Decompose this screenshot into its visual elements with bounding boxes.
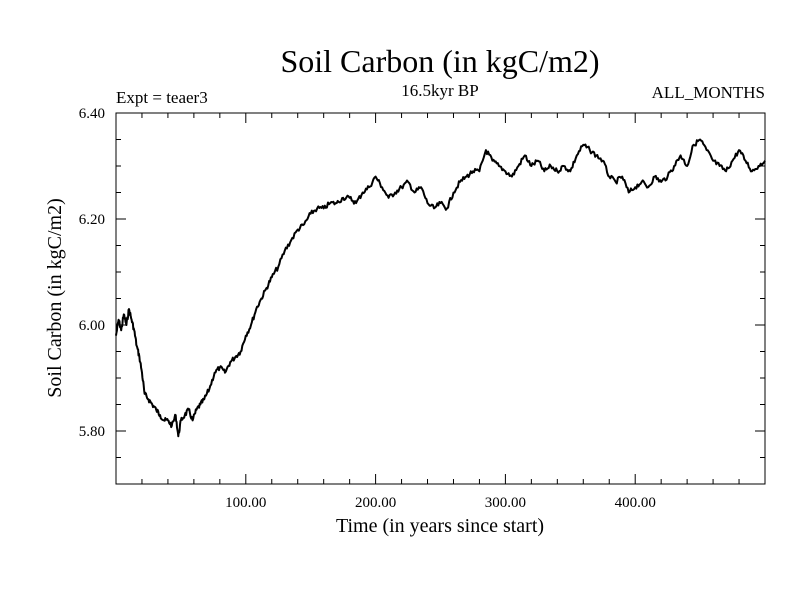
x-tick-label: 300.00 [485, 495, 526, 511]
y-tick-label: 6.40 [79, 106, 105, 122]
x-tick-label: 200.00 [355, 495, 396, 511]
axis-ticks [116, 113, 765, 484]
x-axis-label: Time (in years since start) [336, 515, 544, 537]
experiment-label: Expt = teaer3 [116, 88, 208, 107]
series-line-soil-carbon [115, 138, 766, 438]
x-tick-label: 100.00 [225, 495, 266, 511]
tick-labels: 100.00 200.00 300.00 400.00 5.80 6.00 6.20 6.40 [79, 106, 656, 511]
y-tick-label: 6.20 [79, 212, 105, 228]
y-axis-label: Soil Carbon (in kgC/m2) [44, 198, 66, 397]
y-tick-label: 6.00 [79, 318, 105, 334]
chart-title: Soil Carbon (in kgC/m2) [280, 43, 599, 79]
chart-subtitle: 16.5kyr BP [401, 81, 478, 100]
x-tick-label: 400.00 [615, 495, 656, 511]
months-label: ALL_MONTHS [652, 83, 765, 102]
plot-frame [115, 112, 766, 485]
y-tick-label: 5.80 [79, 424, 105, 440]
